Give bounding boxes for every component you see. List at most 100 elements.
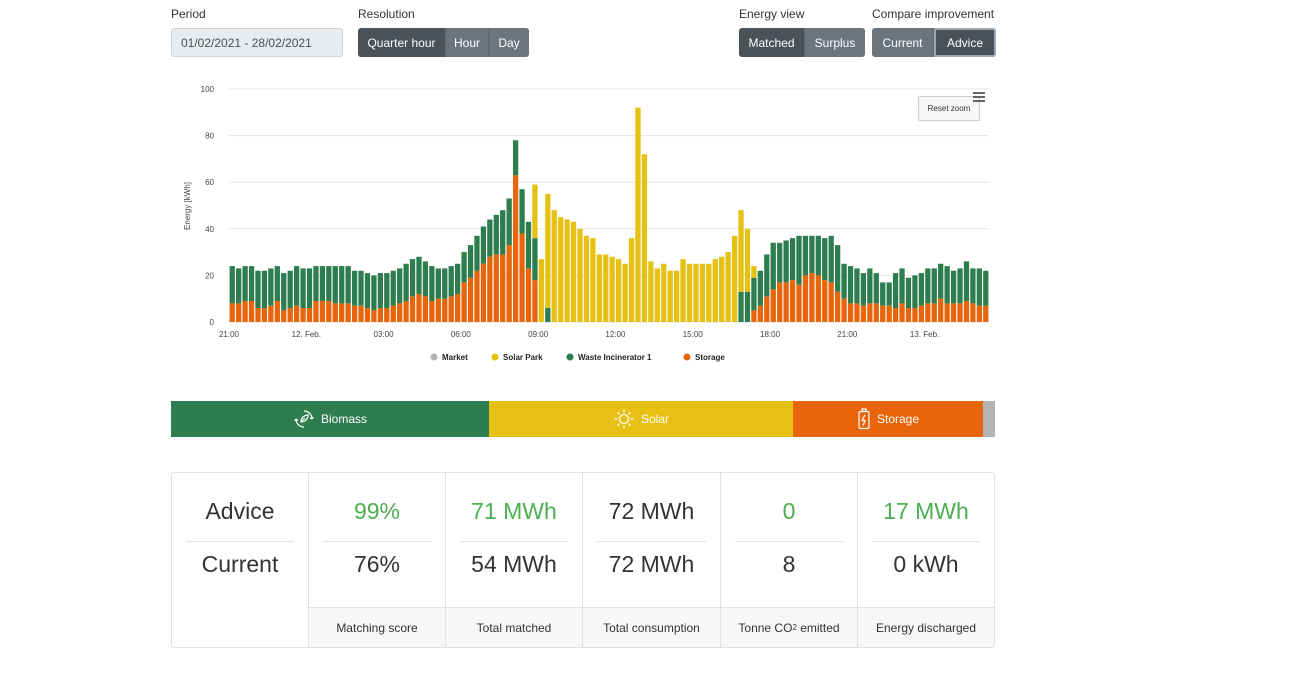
bar-storage <box>384 308 390 322</box>
stat-co2-emitted: 0 8 Tonne CO 2 emitted <box>721 473 858 647</box>
bar-storage <box>950 303 957 322</box>
bar-storage <box>229 303 235 322</box>
bar-storage <box>925 303 931 322</box>
mix-segment-solar: Solar <box>489 401 793 437</box>
bar-waste-incinerator-1 <box>738 291 744 322</box>
bar-waste-incinerator-1 <box>931 268 937 304</box>
y-tick-label: 0 <box>210 318 215 327</box>
bar-storage <box>300 308 306 322</box>
legend-item-label[interactable]: Market <box>442 353 468 362</box>
bar-storage <box>512 175 519 322</box>
chart-y-axis-label: Energy [kWh] <box>183 182 192 230</box>
bar-solar-park <box>628 238 635 322</box>
bar-solar-park <box>731 235 738 322</box>
bar-storage <box>435 298 441 322</box>
comparison-stats-table: Advice Current 99% 76% Matching score 71… <box>171 472 995 648</box>
mix-segment-market <box>983 401 995 437</box>
bar-storage <box>783 282 789 322</box>
resolution-quarter-hour-button[interactable]: Quarter hour <box>358 28 446 57</box>
hamburger-menu-icon[interactable] <box>973 92 985 102</box>
bar-waste-incinerator-1 <box>300 268 306 309</box>
bar-waste-incinerator-1 <box>255 270 261 309</box>
bar-waste-incinerator-1 <box>880 282 886 306</box>
bar-waste-incinerator-1 <box>274 266 280 302</box>
resolution-button-group: Quarter hour Hour Day <box>358 28 529 57</box>
y-tick-label: 60 <box>205 178 214 187</box>
legend-item-label[interactable]: Waste Incinerator 1 <box>578 353 652 362</box>
bar-storage <box>873 303 879 322</box>
bar-storage <box>841 298 847 322</box>
bar-storage <box>789 280 796 322</box>
bar-storage <box>886 305 892 322</box>
bar-storage <box>461 282 467 322</box>
legend-item-label[interactable]: Storage <box>695 353 725 362</box>
bar-waste-incinerator-1 <box>519 189 525 234</box>
energy-discharged-current-value: 0 kWh <box>893 551 959 577</box>
bar-waste-incinerator-1 <box>455 263 461 295</box>
y-tick-label: 40 <box>205 225 214 234</box>
bar-solar-park <box>603 254 609 322</box>
mix-segment-biomass: Biomass <box>171 401 489 437</box>
bar-waste-incinerator-1 <box>293 266 300 306</box>
bar-storage <box>532 280 538 322</box>
energy-discharged-label: Energy discharged <box>858 607 994 647</box>
bar-waste-incinerator-1 <box>319 266 326 302</box>
bar-waste-incinerator-1 <box>287 270 293 309</box>
bar-storage <box>236 303 242 322</box>
energy-view-surplus-button[interactable]: Surplus <box>805 28 865 57</box>
row-divider <box>323 541 431 542</box>
bar-waste-incinerator-1 <box>377 273 383 309</box>
legend-item-label[interactable]: Solar Park <box>503 353 543 362</box>
bar-solar-park <box>616 259 622 322</box>
bar-solar-park <box>706 263 712 322</box>
bar-storage <box>970 303 976 322</box>
bar-storage <box>899 303 905 322</box>
bar-waste-incinerator-1 <box>403 263 409 302</box>
energy-view-label: Energy view <box>739 7 805 21</box>
bar-waste-incinerator-1 <box>332 266 338 304</box>
bar-storage <box>364 308 371 322</box>
battery-icon <box>858 408 870 430</box>
chart-y-ticks: 0 20 40 60 80 100 <box>201 85 215 327</box>
stat-total-consumption: 72 MWh 72 MWh Total consumption <box>583 473 721 647</box>
x-tick-label: 06:00 <box>451 330 472 339</box>
bar-solar-park <box>570 221 577 322</box>
bar-waste-incinerator-1 <box>236 268 242 304</box>
bar-storage <box>345 303 351 322</box>
compare-advice-button[interactable]: Advice <box>934 28 996 57</box>
bar-storage <box>403 301 409 322</box>
x-tick-label: 21:00 <box>837 330 858 339</box>
bar-waste-incinerator-1 <box>892 273 899 309</box>
bar-waste-incinerator-1 <box>860 273 867 306</box>
bar-storage <box>416 294 422 322</box>
bar-waste-incinerator-1 <box>248 266 255 302</box>
bar-storage <box>261 308 268 322</box>
bar-waste-incinerator-1 <box>983 270 989 306</box>
compare-current-button[interactable]: Current <box>872 28 934 57</box>
row-divider <box>735 541 843 542</box>
reset-zoom-button[interactable]: Reset zoom <box>918 96 980 121</box>
bar-waste-incinerator-1 <box>268 268 274 306</box>
current-row-label: Current <box>201 551 279 577</box>
bar-storage <box>351 305 358 322</box>
bar-storage <box>822 280 828 322</box>
resolution-day-button[interactable]: Day <box>489 28 529 57</box>
energy-stacked-bar-chart[interactable]: 0 20 40 60 80 100 21:00 12. Feb. 03:00 06:00 09:0… <box>172 78 996 378</box>
bar-waste-incinerator-1 <box>770 242 776 290</box>
bar-waste-incinerator-1 <box>950 270 957 304</box>
bar-waste-incinerator-1 <box>783 240 789 283</box>
compare-improvement-button-group: Current Advice <box>872 28 996 57</box>
bar-storage <box>429 301 435 322</box>
x-tick-label: 18:00 <box>760 330 781 339</box>
energy-view-matched-button[interactable]: Matched <box>739 28 805 57</box>
bar-storage <box>313 301 319 322</box>
bar-waste-incinerator-1 <box>841 263 847 299</box>
stats-row-labels: Advice Current <box>172 473 309 647</box>
bar-waste-incinerator-1 <box>867 268 873 304</box>
legend-marker <box>683 353 691 361</box>
resolution-label: Resolution <box>358 7 415 21</box>
period-date-range-input[interactable]: 01/02/2021 - 28/02/2021 <box>171 28 343 57</box>
legend-marker <box>491 353 499 361</box>
bar-storage <box>938 298 944 322</box>
resolution-hour-button[interactable]: Hour <box>446 28 489 57</box>
